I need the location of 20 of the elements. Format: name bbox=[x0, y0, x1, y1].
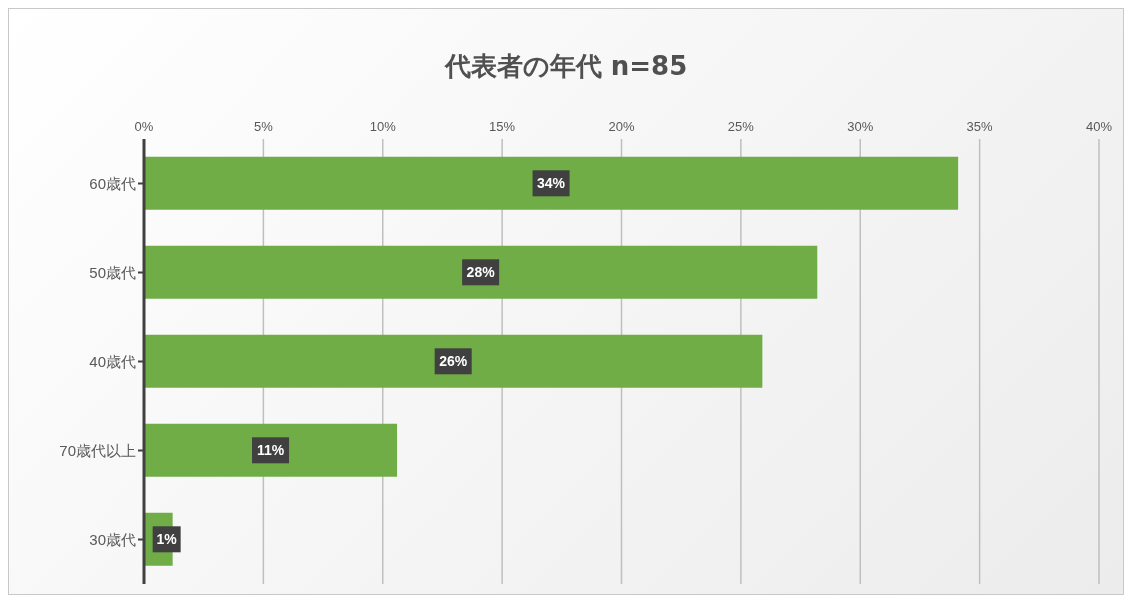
x-tick-label: 15% bbox=[489, 119, 516, 134]
x-tick-label: 5% bbox=[253, 119, 274, 134]
y-tick-label: 40歳代 bbox=[89, 352, 136, 370]
x-tick-label: 30% bbox=[847, 119, 874, 134]
x-tick-label: 10% bbox=[369, 119, 397, 134]
x-tick-label: 35% bbox=[966, 119, 994, 134]
data-label: 28% bbox=[466, 264, 496, 281]
y-tick-label: 50歳代 bbox=[89, 263, 136, 281]
x-tick-label: 20% bbox=[608, 119, 635, 134]
y-tick-label: 70歳代以上 bbox=[59, 441, 136, 459]
data-label: 26% bbox=[439, 353, 468, 370]
data-label: 11% bbox=[256, 442, 285, 459]
chart-title: 代表者の年代 n=85 bbox=[443, 50, 689, 83]
x-tick-label: 0% bbox=[134, 119, 154, 134]
data-label: 34% bbox=[537, 175, 566, 192]
y-tick-label: 60歳代 bbox=[89, 174, 136, 192]
x-tick-label: 40% bbox=[1085, 119, 1113, 134]
y-tick-label: 30歳代 bbox=[89, 530, 136, 548]
x-tick-label: 25% bbox=[727, 119, 755, 134]
data-label: 1% bbox=[156, 531, 178, 548]
